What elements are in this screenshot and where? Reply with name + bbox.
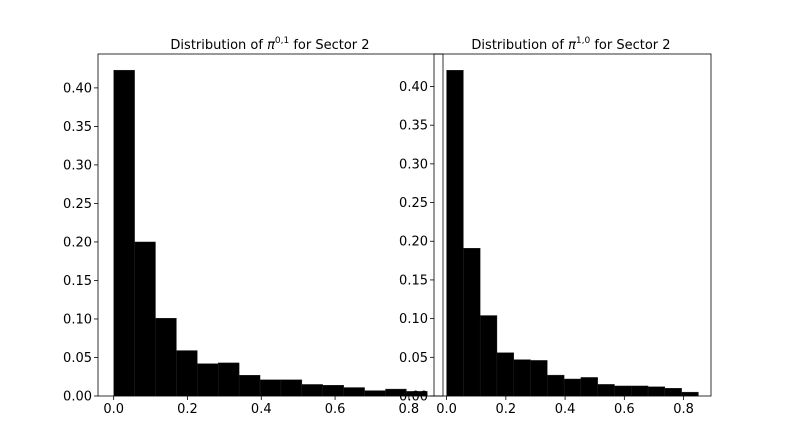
x-tick-label: 0.2: [495, 402, 516, 417]
y-tick-label: 0.05: [399, 351, 428, 366]
histogram-bar: [631, 385, 649, 397]
y-tick-label: 0.30: [399, 157, 428, 172]
histogram-bar: [463, 248, 481, 397]
x-tick-label: 0.6: [614, 402, 635, 417]
histogram-bar: [664, 388, 682, 397]
x-tick-label: 0.8: [399, 402, 420, 417]
histogram-bar: [547, 374, 565, 397]
bars: [446, 70, 699, 397]
y-tick-label: 0.40: [399, 80, 428, 95]
histogram-bar: [563, 378, 582, 397]
x-tick-label: 0.2: [177, 402, 198, 417]
y-tick-label: 0.00: [63, 390, 92, 405]
y-tick-label: 0.10: [63, 312, 92, 327]
histogram-bar: [176, 350, 198, 397]
plot-frame: [433, 53, 712, 397]
chart-title: Distribution of π0,1 for Sector 2: [170, 36, 369, 53]
chart-title: Distribution of π1,0 for Sector 2: [471, 36, 670, 53]
x-tick-label: 0.4: [555, 402, 576, 417]
histogram-bar: [681, 391, 699, 397]
histogram-bar: [496, 352, 514, 397]
y-tick-label: 0.35: [399, 119, 428, 134]
x-axis: 0.0 0.2 0.4 0.6 0.8: [436, 396, 694, 417]
x-tick-label: 0.0: [103, 402, 124, 417]
histogram-bar: [343, 387, 365, 397]
y-tick-label: 0.10: [399, 312, 428, 327]
histogram-bar: [301, 384, 323, 397]
histogram-panel-pi-01: Distribution of π0,1 for Sector 2 0.0 0.2…: [63, 36, 444, 417]
histogram-bar: [513, 359, 531, 397]
histogram-bar: [647, 386, 666, 397]
histogram-bar: [614, 385, 632, 397]
bars: [113, 69, 428, 397]
x-tick-label: 0.8: [673, 402, 694, 417]
histogram-bar: [238, 375, 261, 397]
y-tick-label: 0.15: [399, 273, 428, 288]
histogram-bar: [479, 315, 498, 397]
x-tick-label: 0.6: [325, 402, 346, 417]
y-tick-label: 0.40: [63, 81, 92, 96]
histogram-bar: [580, 377, 598, 397]
histogram-bar: [218, 362, 240, 397]
histogram-bar: [597, 384, 615, 397]
histogram-bar: [446, 70, 464, 397]
y-tick-label: 0.15: [63, 274, 92, 289]
plot-frame: [97, 53, 444, 397]
histogram-bar: [113, 69, 135, 397]
y-tick-label: 0.20: [399, 235, 428, 250]
histogram-bar: [155, 318, 177, 397]
y-tick-label: 0.25: [63, 197, 92, 212]
y-tick-label: 0.05: [63, 351, 92, 366]
histogram-panel-pi-10: Distribution of π1,0 for Sector 2 0.0 0.2…: [399, 36, 712, 417]
histogram-bar: [197, 363, 219, 397]
y-tick-label: 0.20: [63, 235, 92, 250]
y-tick-label: 0.35: [63, 120, 92, 135]
histogram-bar: [322, 385, 344, 397]
y-tick-label: 0.00: [399, 390, 428, 405]
x-axis: 0.0 0.2 0.4 0.6 0.8: [103, 396, 419, 417]
histogram-bar: [259, 379, 282, 397]
y-tick-label: 0.30: [63, 158, 92, 173]
x-tick-label: 0.0: [436, 402, 457, 417]
x-tick-label: 0.4: [251, 402, 272, 417]
histogram-bar: [364, 390, 386, 397]
histogram-bar: [530, 360, 548, 397]
y-tick-label: 0.25: [399, 196, 428, 211]
y-axis: 0.00 0.05 0.10 0.15 0.20 0.25 0.30 0.35 0.40: [63, 81, 98, 405]
y-axis: 0.00 0.05 0.10 0.15 0.20 0.25 0.30 0.35 0.40: [399, 80, 434, 405]
histogram-bar: [280, 379, 303, 397]
histogram-bar: [134, 241, 156, 397]
